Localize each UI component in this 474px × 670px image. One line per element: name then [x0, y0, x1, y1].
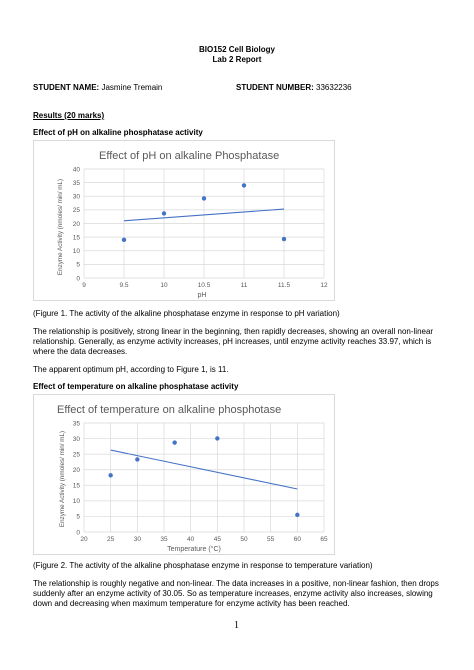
student-number: 33632236: [316, 83, 352, 92]
y-tick-label: 0: [76, 529, 80, 536]
section2-heading: Effect of temperature on alkaline phosph…: [33, 382, 239, 391]
y-tick-label: 30: [73, 194, 81, 201]
y-tick-label: 0: [76, 275, 80, 282]
report-title: Lab 2 Report: [212, 55, 262, 64]
x-tick-label: 9.5: [119, 282, 128, 289]
data-point: [161, 211, 167, 216]
x-tick-label: 20: [80, 536, 88, 543]
y-tick-label: 15: [73, 483, 81, 490]
trendline: [123, 208, 285, 222]
x-tick-label: 30: [134, 536, 142, 543]
chart-title: Effect of pH on alkaline Phosphatase: [99, 150, 279, 162]
y-tick-label: 35: [73, 180, 81, 187]
ph-chart: Effect of pH on alkaline Phosphatase pH …: [33, 140, 335, 301]
chart-y-label: Enzyme Activity (nmoles/ min/ mL): [57, 179, 64, 275]
y-tick-label: 35: [73, 420, 81, 427]
chart-title: Effect of temperature on alkaline phosph…: [57, 404, 281, 416]
x-tick-label: 25: [107, 536, 115, 543]
student-name-label: STUDENT NAME:: [33, 83, 100, 92]
data-point: [295, 512, 300, 518]
x-tick-label: 9: [82, 282, 86, 289]
x-tick-label: 50: [240, 536, 248, 543]
page-number: 1: [234, 620, 239, 631]
x-tick-label: 65: [320, 536, 328, 543]
y-tick-label: 20: [73, 221, 81, 228]
y-tick-label: 15: [73, 234, 81, 241]
temperature-chart-svg: Effect of temperature on alkaline phosph…: [57, 404, 328, 553]
section1-paragraph2: The apparent optimum pH, according to Fi…: [33, 365, 229, 374]
chart-y-label: Enzyme Activity (nmoles/ min/ mL): [59, 431, 66, 527]
data-point: [201, 196, 207, 201]
x-tick-label: 11: [241, 282, 248, 289]
x-tick-label: 11.5: [278, 282, 291, 289]
student-number-line: STUDENT NUMBER: 33632236: [236, 83, 352, 93]
y-tick-label: 25: [73, 207, 81, 214]
section1-paragraph1: The relationship is positively, strong l…: [33, 327, 434, 356]
x-tick-label: 40: [187, 536, 195, 543]
data-point: [241, 183, 247, 188]
student-name-line: STUDENT NAME: Jasmine Tremain: [33, 83, 162, 93]
figure1-caption: (Figure 1. The activity of the alkaline …: [33, 309, 340, 318]
data-point: [215, 436, 220, 441]
y-tick-label: 10: [73, 498, 81, 505]
x-tick-label: 35: [160, 536, 168, 543]
data-point: [108, 473, 113, 478]
results-heading: Results (20 marks): [33, 111, 105, 120]
figure2-caption: (Figure 2. The activity of the alkaline …: [33, 561, 373, 570]
trendline: [110, 449, 298, 490]
y-tick-label: 5: [76, 262, 80, 269]
data-point: [172, 440, 177, 445]
chart-x-label: Temperature (°C): [167, 545, 221, 553]
chart-x-label: pH: [198, 292, 207, 299]
x-tick-label: 12: [320, 282, 328, 289]
x-tick-label: 10.5: [198, 282, 211, 289]
x-tick-label: 60: [294, 536, 302, 543]
data-point: [121, 237, 127, 243]
data-point: [281, 236, 287, 242]
section2-paragraph1: The relationship is roughly negative and…: [33, 579, 439, 608]
ph-chart-svg: Effect of pH on alkaline Phosphatase pH …: [57, 150, 328, 299]
data-point: [135, 457, 140, 462]
section1-heading: Effect of pH on alkaline phosphatase act…: [33, 128, 203, 137]
y-tick-label: 10: [73, 248, 81, 255]
student-number-label: STUDENT NUMBER:: [236, 83, 314, 92]
course-title: BIO152 Cell Biology: [198, 45, 276, 54]
x-tick-label: 10: [160, 282, 168, 289]
temperature-chart: Effect of temperature on alkaline phosph…: [33, 394, 335, 555]
y-tick-label: 30: [73, 436, 81, 443]
y-tick-label: 20: [73, 467, 81, 474]
student-name: Jasmine Tremain: [101, 83, 163, 92]
y-tick-label: 25: [73, 451, 81, 458]
x-tick-label: 55: [267, 536, 275, 543]
y-tick-label: 40: [73, 166, 81, 173]
x-tick-label: 45: [214, 536, 222, 543]
y-tick-label: 5: [76, 514, 80, 521]
